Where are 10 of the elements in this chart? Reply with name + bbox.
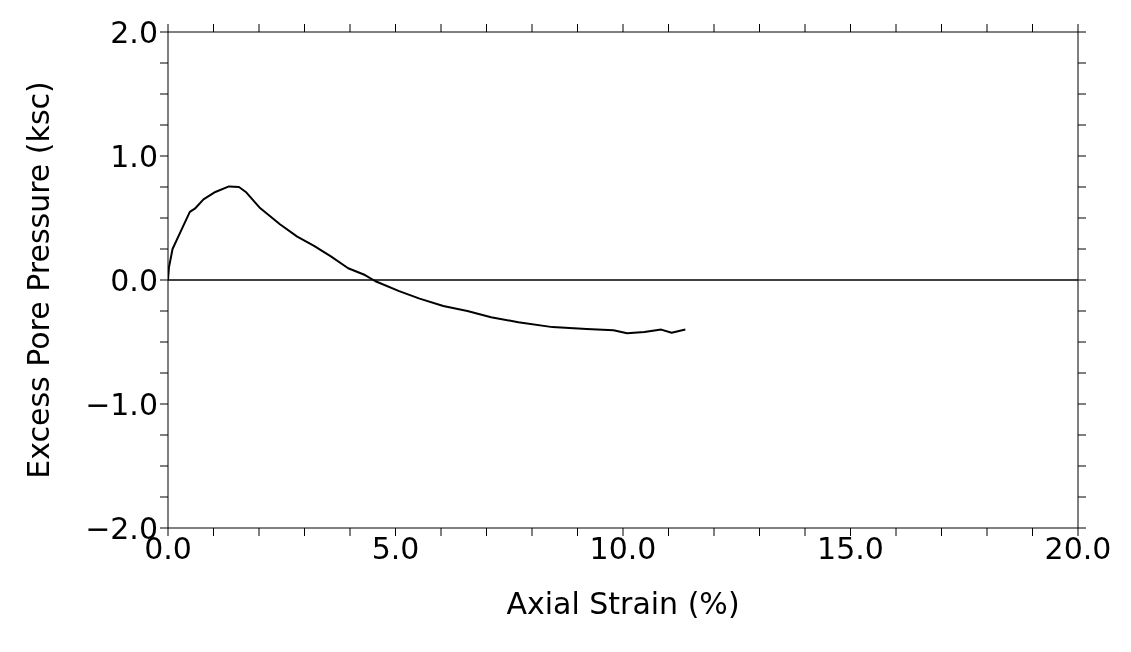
x-tick-label: 15.0 bbox=[817, 531, 884, 567]
y-axis-title: Excess Pore Pressure (ksc) bbox=[20, 81, 56, 479]
y-tick-label: 1.0 bbox=[110, 138, 158, 174]
y-tick-label: 0.0 bbox=[110, 262, 158, 298]
y-tick-label: 2.0 bbox=[110, 14, 158, 50]
x-axis-title: Axial Strain (%) bbox=[506, 586, 740, 621]
x-tick-label: 10.0 bbox=[589, 531, 657, 567]
x-tick-label: 20.0 bbox=[1044, 531, 1112, 567]
y-tick-label: −1.0 bbox=[85, 386, 158, 422]
x-tick-label: 5.0 bbox=[371, 531, 420, 567]
